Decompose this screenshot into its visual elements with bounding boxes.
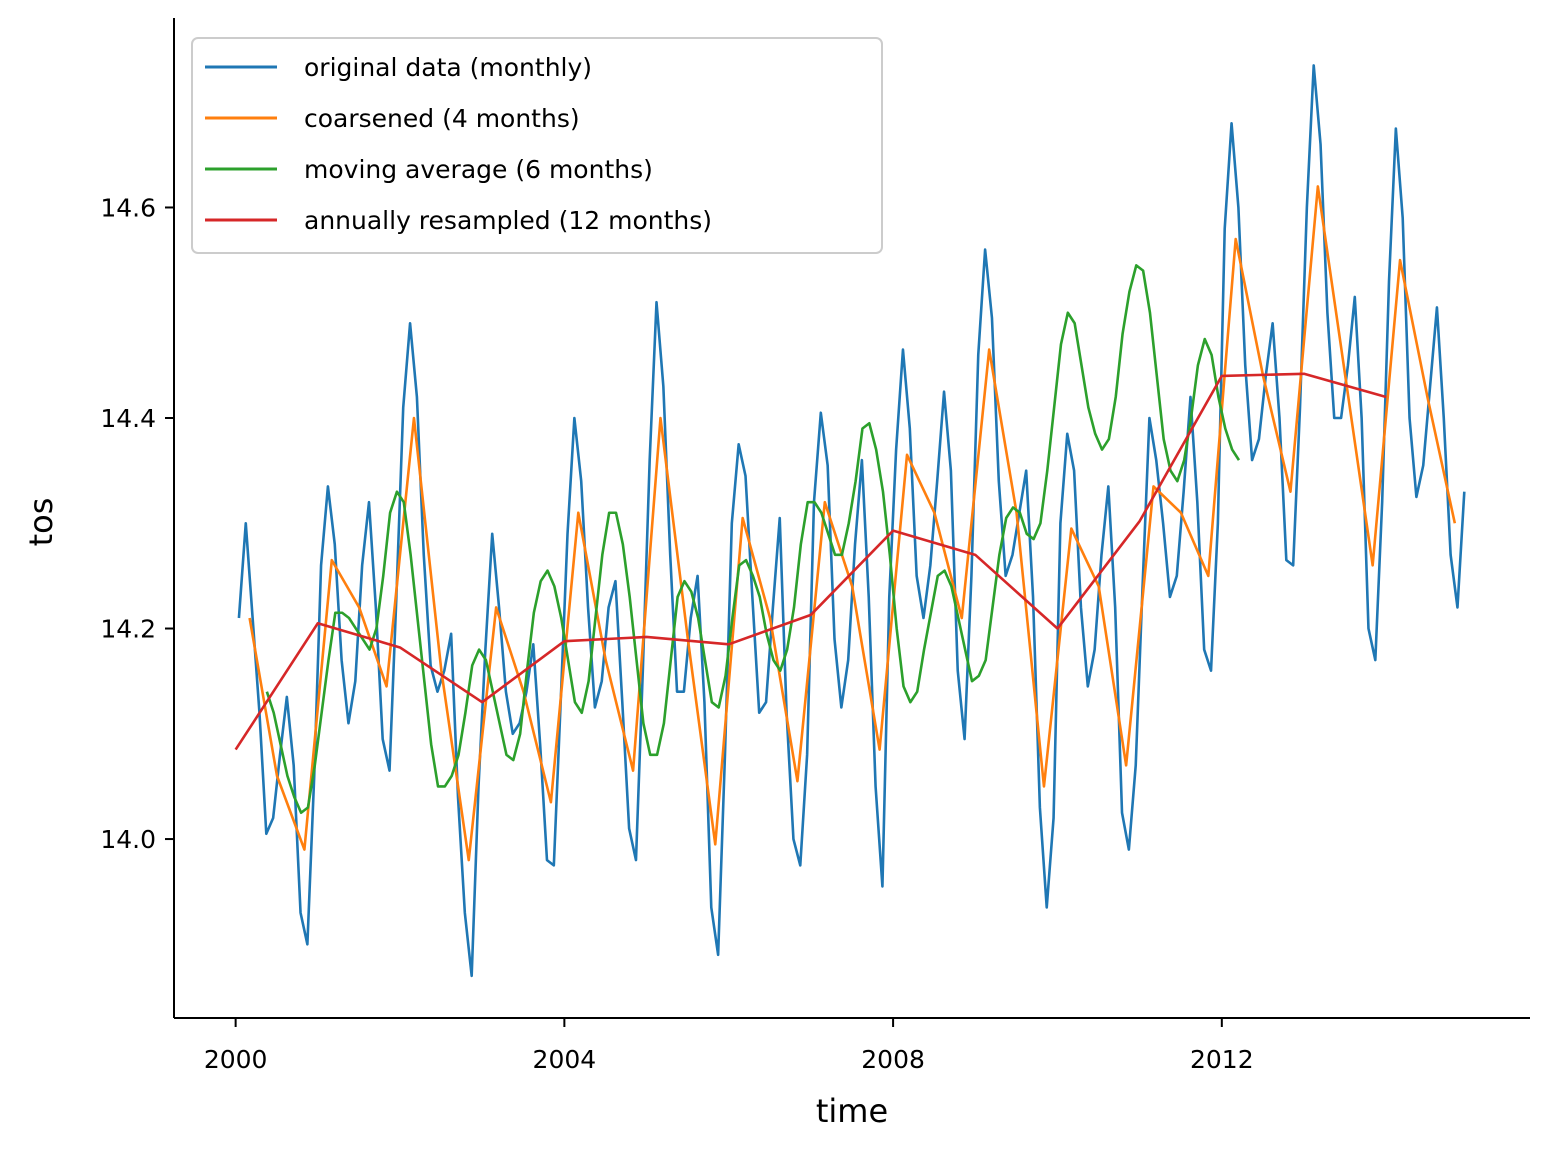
- y-tick-label: 14.0: [100, 825, 156, 854]
- x-tick-label: 2004: [533, 1045, 597, 1074]
- y-tick-label: 14.6: [100, 193, 156, 222]
- y-tick-label: 14.2: [100, 615, 156, 644]
- legend-label-moving-average: moving average (6 months): [304, 155, 653, 184]
- series-layer: [234, 64, 1466, 978]
- x-tick-label: 2000: [204, 1045, 268, 1074]
- x-tick-label: 2012: [1190, 1045, 1254, 1074]
- legend-label-original: original data (monthly): [304, 53, 592, 82]
- y-tick-label: 14.4: [100, 404, 156, 433]
- moving-average-line: [265, 264, 1241, 815]
- annual-resampled-line: [234, 372, 1387, 751]
- x-axis-label: time: [816, 1092, 888, 1130]
- x-tick-label: 2008: [861, 1045, 925, 1074]
- y-axis-label: tos: [22, 498, 60, 547]
- coarsened-line: [248, 185, 1457, 862]
- y-ticks: 14.0 14.2 14.4 14.6: [100, 193, 174, 854]
- legend-label-annual: annually resampled (12 months): [304, 206, 712, 235]
- x-ticks: 2000 2004 2008 2012: [204, 1018, 1254, 1074]
- legend-label-coarsened: coarsened (4 months): [304, 104, 580, 133]
- legend: original data (monthly) coarsened (4 mon…: [191, 37, 883, 254]
- legend-frame: [191, 37, 883, 254]
